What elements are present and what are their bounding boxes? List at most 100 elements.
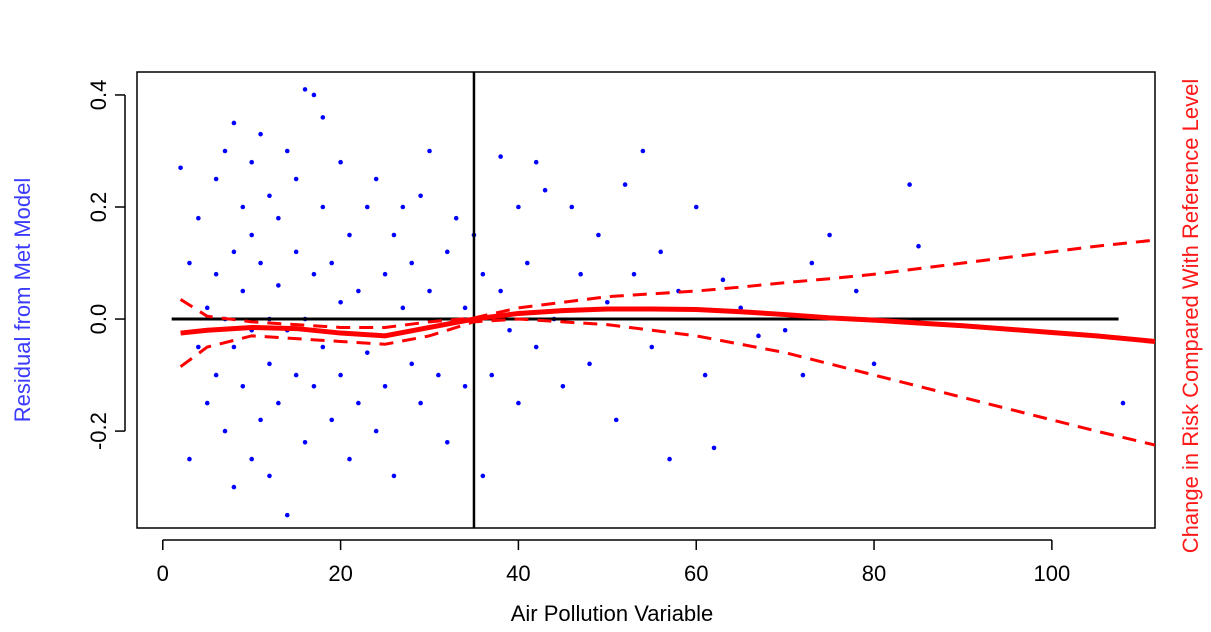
point bbox=[240, 204, 246, 210]
point bbox=[391, 473, 397, 479]
point bbox=[640, 148, 646, 154]
point bbox=[338, 372, 343, 378]
point bbox=[311, 271, 317, 277]
point bbox=[444, 249, 450, 255]
x-axis-label: Air Pollution Variable bbox=[511, 601, 714, 626]
point bbox=[249, 159, 254, 165]
y-tick-label: 0.2 bbox=[86, 192, 111, 223]
point bbox=[578, 271, 583, 277]
point bbox=[409, 361, 415, 367]
point bbox=[267, 361, 272, 367]
point bbox=[276, 400, 281, 406]
y-tick-label: -0.2 bbox=[86, 412, 111, 450]
point bbox=[498, 154, 503, 159]
point bbox=[827, 232, 832, 238]
point bbox=[916, 243, 921, 249]
y-tick-label: 0.4 bbox=[86, 80, 111, 111]
point bbox=[293, 372, 299, 378]
point bbox=[178, 165, 183, 171]
plot-frame bbox=[136, 71, 1156, 529]
point bbox=[213, 372, 219, 378]
point bbox=[436, 372, 441, 378]
point bbox=[284, 148, 290, 154]
point bbox=[347, 456, 352, 462]
point bbox=[338, 299, 343, 305]
point bbox=[658, 249, 663, 255]
point bbox=[649, 344, 655, 350]
y-axis-label: Residual from Met Model bbox=[10, 178, 35, 423]
x-tick-label: 80 bbox=[862, 561, 886, 586]
point bbox=[364, 204, 370, 210]
point bbox=[347, 232, 352, 238]
point bbox=[427, 288, 432, 294]
point bbox=[364, 350, 370, 355]
point bbox=[373, 428, 379, 434]
point bbox=[853, 288, 859, 294]
point bbox=[329, 260, 335, 266]
point bbox=[329, 417, 335, 423]
point bbox=[542, 187, 548, 193]
point bbox=[587, 361, 592, 367]
point bbox=[222, 428, 228, 434]
point bbox=[320, 344, 326, 350]
point bbox=[569, 204, 575, 210]
point bbox=[338, 159, 343, 165]
y2-axis-label: Change in Risk Compared With Reference L… bbox=[1178, 79, 1203, 553]
point bbox=[196, 215, 201, 221]
point bbox=[480, 473, 486, 479]
point bbox=[533, 344, 539, 350]
point bbox=[560, 383, 566, 389]
point bbox=[231, 484, 237, 490]
point bbox=[240, 288, 246, 294]
point bbox=[489, 372, 495, 378]
point bbox=[400, 204, 406, 210]
point bbox=[231, 120, 237, 126]
point bbox=[462, 383, 468, 389]
point bbox=[240, 383, 246, 389]
point bbox=[756, 333, 761, 339]
point bbox=[382, 383, 388, 389]
point bbox=[204, 400, 210, 406]
point bbox=[267, 473, 272, 479]
point bbox=[356, 400, 361, 406]
point bbox=[302, 87, 308, 92]
point bbox=[222, 148, 228, 154]
point bbox=[391, 232, 397, 238]
point bbox=[480, 271, 486, 277]
y-tick-label: 0.0 bbox=[86, 304, 111, 335]
point bbox=[356, 288, 361, 294]
point bbox=[498, 288, 503, 294]
point bbox=[187, 260, 192, 266]
lower-curve bbox=[179, 317, 1155, 447]
point bbox=[596, 232, 601, 238]
point bbox=[373, 176, 379, 182]
x-tick-label: 20 bbox=[328, 561, 352, 586]
point bbox=[418, 400, 423, 406]
point bbox=[738, 305, 743, 311]
point bbox=[427, 148, 432, 154]
point bbox=[667, 456, 672, 462]
point bbox=[258, 131, 263, 137]
point bbox=[809, 260, 815, 266]
point bbox=[907, 182, 912, 187]
point bbox=[800, 372, 806, 378]
point bbox=[702, 372, 708, 378]
point bbox=[249, 232, 254, 238]
point bbox=[320, 204, 326, 210]
point bbox=[258, 260, 263, 266]
point bbox=[516, 400, 521, 406]
point bbox=[293, 249, 299, 255]
point bbox=[782, 327, 788, 333]
fit-curve bbox=[180, 306, 1155, 344]
point bbox=[231, 249, 237, 255]
point bbox=[871, 361, 877, 367]
point bbox=[231, 344, 237, 350]
point bbox=[631, 271, 637, 277]
point bbox=[507, 327, 512, 333]
point bbox=[213, 176, 219, 182]
point bbox=[444, 439, 450, 445]
x-tick-label: 0 bbox=[157, 561, 169, 586]
x-tick-label: 100 bbox=[1034, 561, 1071, 586]
point bbox=[320, 115, 326, 120]
